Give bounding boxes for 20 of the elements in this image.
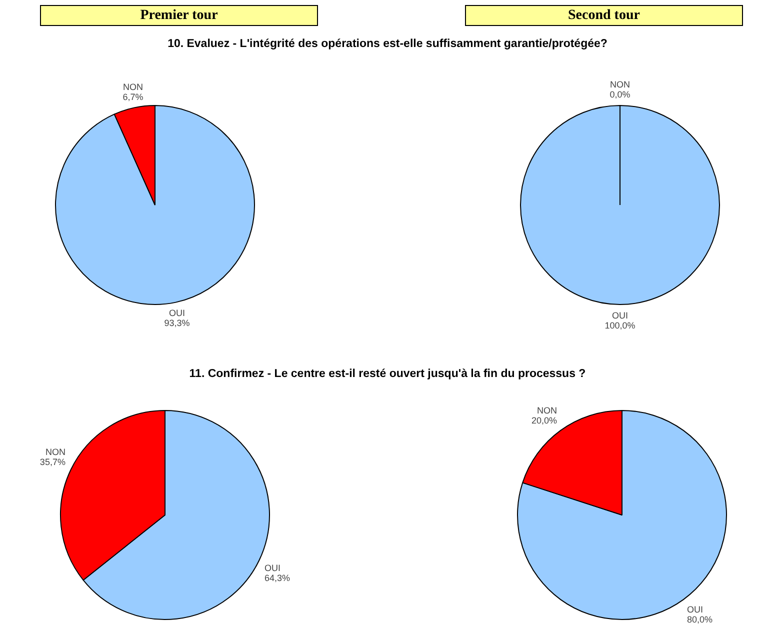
- slice-label: NON: [122, 82, 143, 92]
- category-label: NON: [610, 80, 630, 90]
- data-label: 93,3%: [164, 318, 190, 328]
- slice-label: OUI: [612, 310, 628, 320]
- data-label: 80,0%: [686, 614, 712, 624]
- text: Second tour: [465, 5, 743, 26]
- text: 0,0%: [610, 90, 630, 100]
- data-label: 35,7%: [40, 457, 66, 468]
- data-label: 6,7%: [122, 92, 144, 102]
- slice-label: OUI: [169, 308, 186, 318]
- slice-label: OUI: [686, 604, 703, 614]
- text: 11. Confirmez - Le centre est-il resté ouvert jusqu'à la fin du processus ?: [188, 368, 587, 380]
- data-label: 64,3%: [264, 572, 290, 583]
- slice-label: NON: [45, 447, 66, 458]
- slice-label: NON: [537, 406, 558, 416]
- data-label: 100,0%: [604, 320, 636, 330]
- data-label: 20,0%: [532, 416, 558, 426]
- text: Premier tour: [40, 5, 318, 26]
- text: 10. Evaluez - L'intégrité des opérations est-elle suffisamment garantie/protégée?: [166, 38, 608, 50]
- slice-label: OUI: [264, 562, 281, 573]
